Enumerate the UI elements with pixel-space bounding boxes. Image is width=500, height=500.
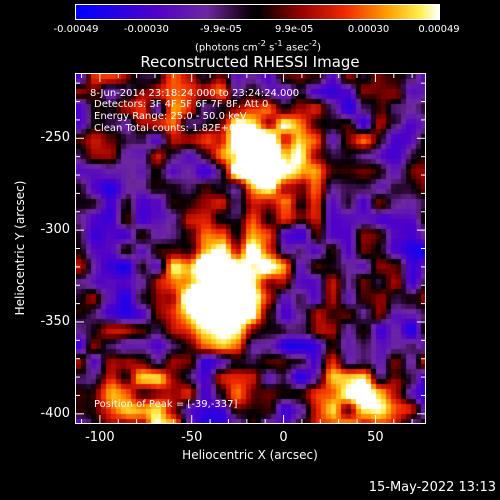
time-range-annotation: 8-Jun-2014 23:18:24.000 to 23:24:24.000 xyxy=(90,88,300,99)
colorbar-tick-label: 0.00030 xyxy=(347,24,390,35)
y-tick-label: -250 xyxy=(40,130,70,146)
y-tick-label: -400 xyxy=(40,405,70,421)
y-tick-label: -350 xyxy=(40,313,70,329)
y-axis-label: Heliocentric Y (arcsec) xyxy=(13,180,27,316)
peak-position-annotation: Position of Peak = [-39,-337] xyxy=(94,399,238,410)
colorbar-tick-label: -0.00049 xyxy=(53,24,99,35)
tick-marks xyxy=(76,74,425,423)
colorbar-units: (photons cm-2 s-1 asec-2) xyxy=(194,38,322,54)
x-axis-label: Heliocentric X (arcsec) xyxy=(182,448,318,462)
colorbar-tick-label: 0.00049 xyxy=(418,24,460,35)
clean-annotation: Clean Total counts: 1.82E+04 xyxy=(94,123,242,134)
x-tick-label: 0 xyxy=(279,430,288,445)
y-tick-label: -300 xyxy=(40,222,70,238)
x-tick-label: -50 xyxy=(181,430,203,445)
colorbar-tick-label: -9.9e-05 xyxy=(199,24,242,35)
image-title: Reconstructed RHESSI Image xyxy=(140,53,360,71)
colorbar-tick-label: 9.9e-05 xyxy=(274,24,314,35)
colorbar xyxy=(75,4,440,20)
timestamp: 15-May-2022 13:13 xyxy=(368,480,496,495)
x-tick-label: 50 xyxy=(367,430,384,445)
x-tick-label: -100 xyxy=(85,430,115,445)
detectors-annotation: Detectors: 3F 4F 5F 6F 7F 8F, Att 0 xyxy=(94,99,269,110)
rhessi-image-plot: 8-Jun-2014 23:18:24.000 to 23:24:24.000 … xyxy=(75,73,426,424)
energy-annotation: Energy Range: 25.0 - 50.0 keV xyxy=(94,111,247,122)
rhessi-image xyxy=(76,74,425,423)
colorbar-tick-label: -0.00030 xyxy=(123,24,169,35)
